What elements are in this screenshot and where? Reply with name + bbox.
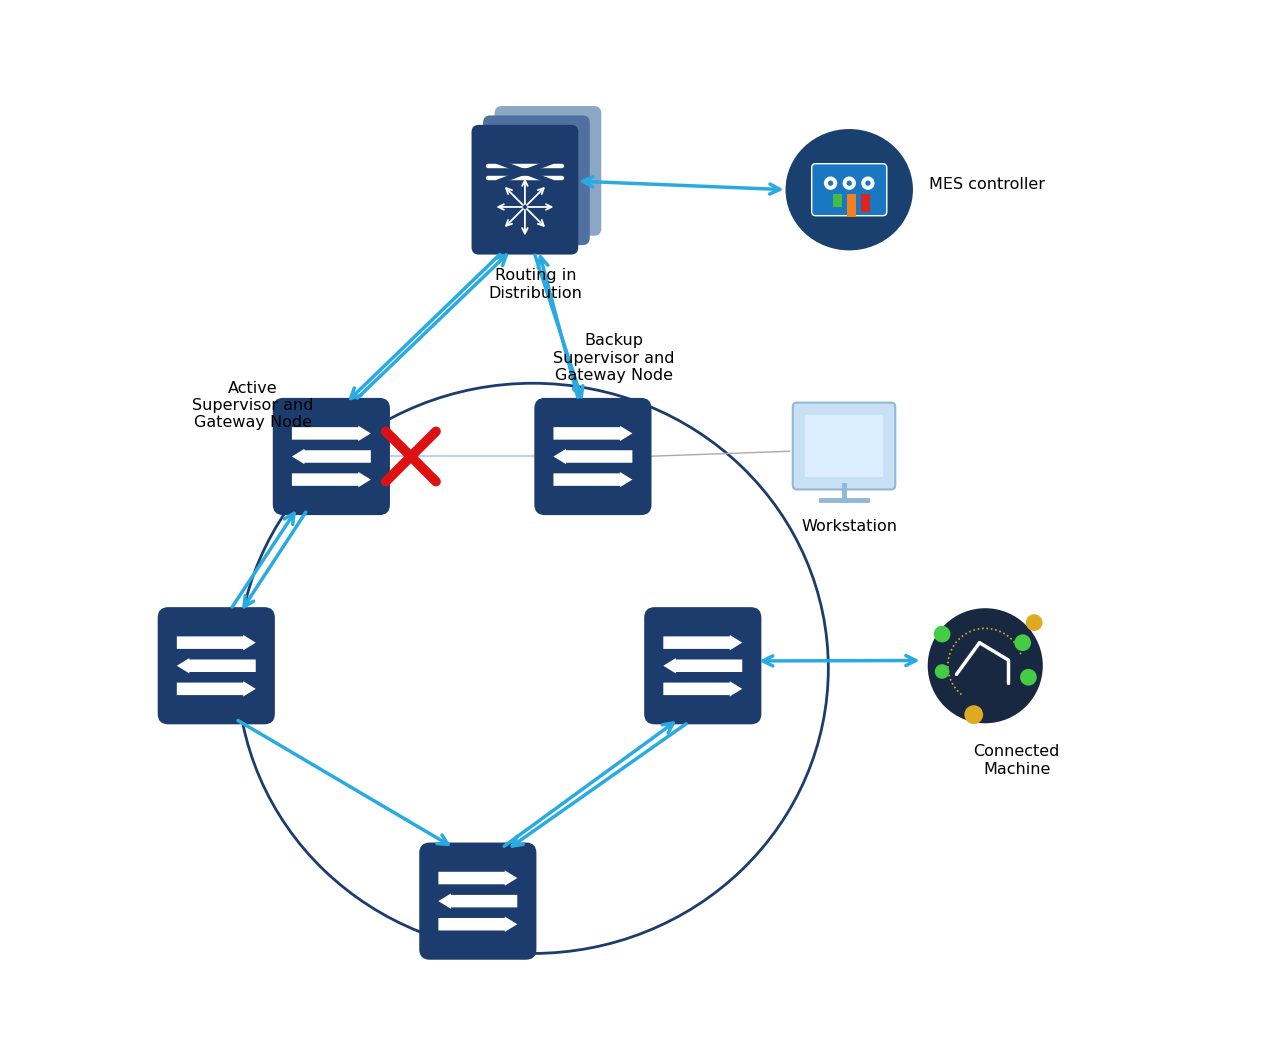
Circle shape	[1025, 615, 1042, 630]
Circle shape	[1020, 669, 1037, 686]
FancyArrow shape	[438, 894, 517, 908]
FancyArrow shape	[553, 472, 632, 488]
Text: Routing in
Distribution: Routing in Distribution	[489, 269, 582, 301]
Ellipse shape	[786, 129, 913, 251]
Circle shape	[934, 664, 950, 679]
Circle shape	[846, 180, 852, 186]
FancyArrow shape	[553, 449, 632, 465]
Text: Backup
Supervisor and
Gateway Node: Backup Supervisor and Gateway Node	[553, 334, 675, 383]
FancyArrow shape	[438, 871, 517, 885]
Circle shape	[824, 176, 837, 190]
FancyArrow shape	[292, 426, 371, 441]
FancyBboxPatch shape	[534, 398, 652, 515]
Circle shape	[828, 180, 833, 186]
FancyArrow shape	[663, 681, 742, 697]
Bar	[832, 194, 842, 207]
Bar	[846, 194, 856, 217]
FancyBboxPatch shape	[494, 106, 602, 236]
FancyBboxPatch shape	[792, 403, 895, 490]
Bar	[805, 415, 883, 477]
Text: Connected
Machine: Connected Machine	[974, 744, 1060, 776]
FancyArrow shape	[292, 472, 371, 488]
Circle shape	[933, 625, 951, 642]
Circle shape	[861, 176, 874, 190]
Text: MES controller: MES controller	[929, 177, 1044, 192]
FancyBboxPatch shape	[420, 842, 536, 960]
Circle shape	[928, 608, 1043, 723]
Text: Active
Supervisor and
Gateway Node: Active Supervisor and Gateway Node	[192, 381, 314, 430]
FancyArrow shape	[663, 635, 742, 650]
FancyBboxPatch shape	[273, 398, 390, 515]
Circle shape	[842, 176, 856, 190]
FancyBboxPatch shape	[471, 125, 579, 255]
FancyArrow shape	[177, 635, 256, 650]
Circle shape	[1014, 635, 1030, 651]
FancyArrow shape	[663, 658, 742, 673]
FancyBboxPatch shape	[644, 607, 762, 724]
FancyArrow shape	[553, 426, 632, 441]
FancyBboxPatch shape	[812, 164, 887, 216]
FancyBboxPatch shape	[483, 115, 590, 245]
FancyArrow shape	[177, 681, 256, 697]
FancyArrow shape	[177, 658, 256, 673]
Circle shape	[964, 705, 983, 724]
Bar	[860, 194, 870, 212]
FancyBboxPatch shape	[157, 607, 275, 724]
Text: Workstation: Workstation	[801, 519, 897, 534]
FancyArrow shape	[438, 917, 517, 932]
Circle shape	[865, 180, 870, 186]
FancyArrow shape	[292, 449, 371, 465]
